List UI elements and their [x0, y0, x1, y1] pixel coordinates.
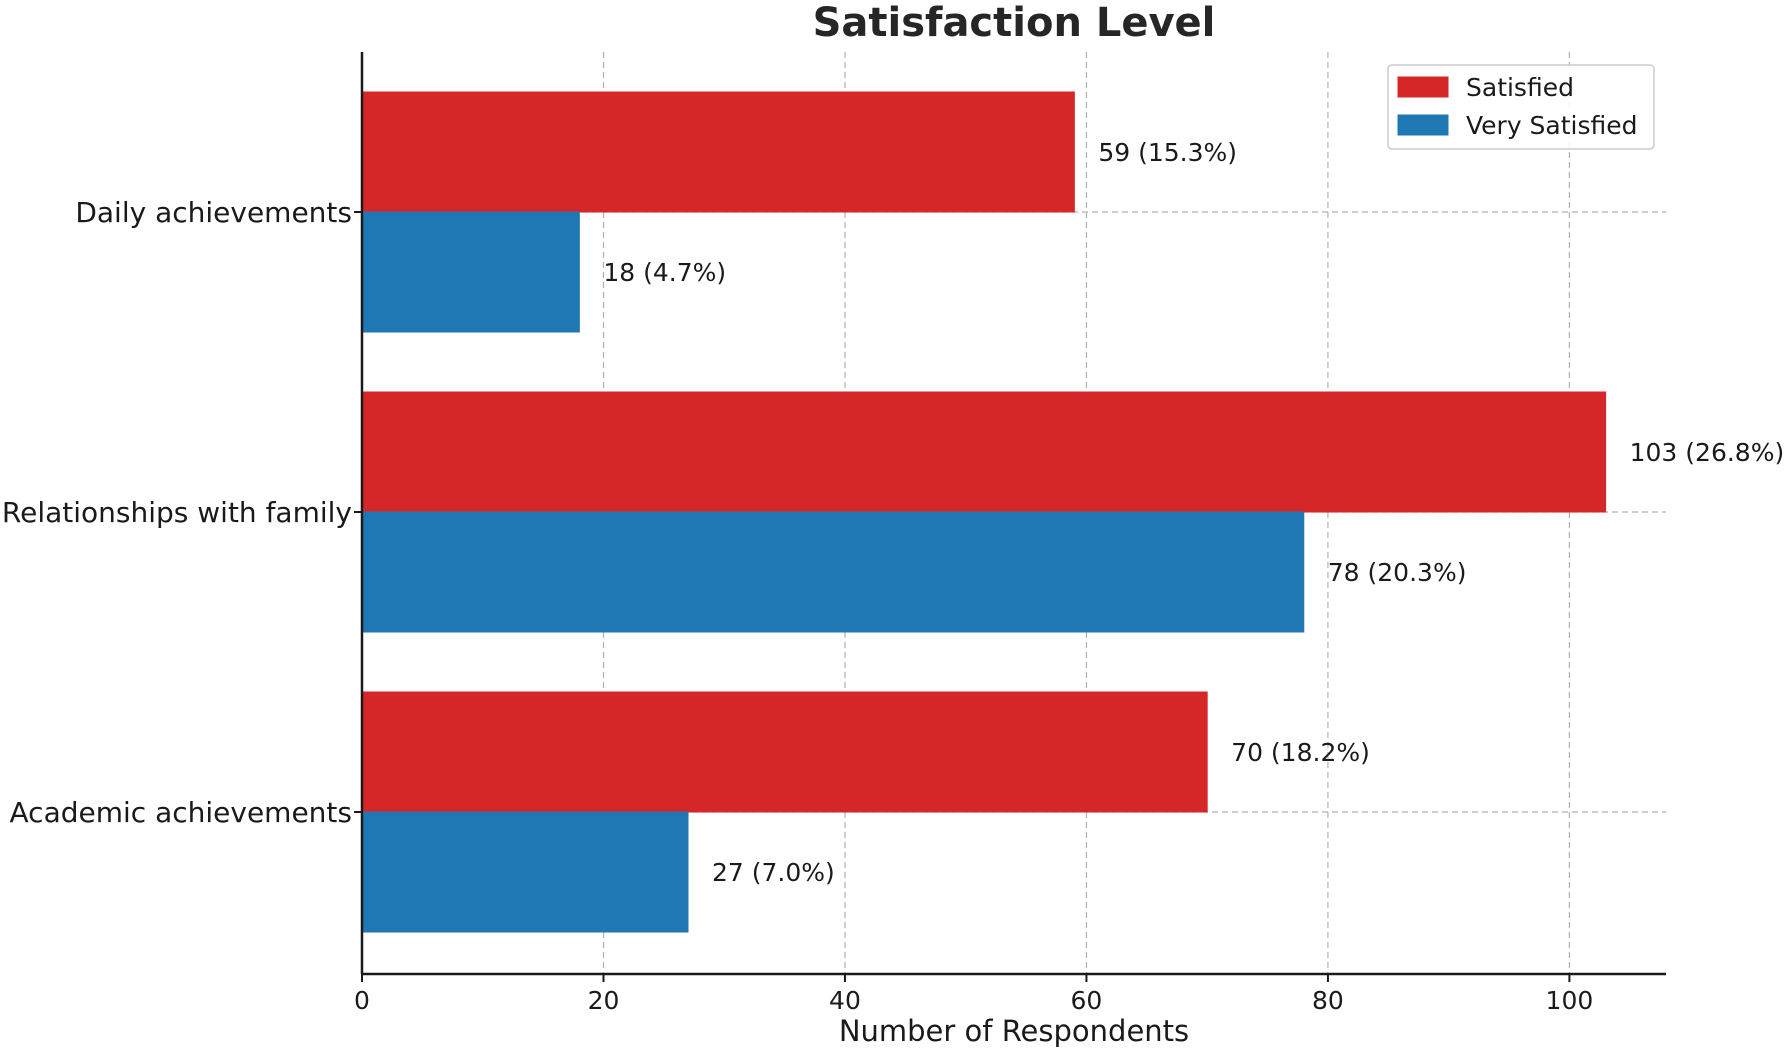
x-tick-label: 60	[1071, 986, 1103, 1015]
x-tick-label: 80	[1312, 986, 1344, 1015]
bar-value-label: 59 (15.3%)	[1098, 138, 1237, 167]
chart-title: Satisfaction Level	[813, 0, 1216, 46]
ticks-layer: 0 20 40 60 80 100	[354, 211, 1594, 1015]
category-label: Relationships with family	[2, 496, 352, 529]
bar-satisfied-1	[361, 391, 1607, 513]
bar-value-label: 103 (26.8%)	[1630, 438, 1784, 467]
legend-label: Very Satisfied	[1466, 111, 1638, 140]
bar-very-satisfied-1	[361, 511, 1305, 633]
bar-satisfied-0	[361, 91, 1075, 213]
x-tick-label: 100	[1546, 986, 1594, 1015]
legend-box	[1387, 64, 1655, 150]
category-label: Academic achievements	[10, 796, 352, 829]
x-tick-label: 20	[588, 986, 620, 1015]
x-tick-label: 0	[354, 986, 370, 1015]
legend-label: Satisfied	[1466, 73, 1574, 102]
bar-value-label: 70 (18.2%)	[1231, 738, 1370, 767]
bar-very-satisfied-2	[361, 811, 689, 933]
bar-very-satisfied-0	[361, 211, 580, 333]
bar-value-label: 78 (20.3%)	[1328, 558, 1467, 587]
bars-layer	[361, 91, 1607, 933]
category-label: Daily achievements	[75, 196, 352, 229]
legend-swatch-satisfied	[1397, 76, 1449, 98]
legend: Satisfied Very Satisfied	[1387, 64, 1655, 150]
category-labels-layer: Daily achievements Relationships with fam…	[2, 196, 352, 829]
value-labels-layer: 59 (15.3%) 18 (4.7%) 103 (26.8%) 78 (20.3%)…	[603, 138, 1784, 887]
x-axis-label: Number of Respondents	[839, 1014, 1189, 1048]
bar-value-label: 27 (7.0%)	[712, 858, 835, 887]
bar-satisfied-2	[361, 691, 1208, 813]
x-tick-label: 40	[829, 986, 861, 1015]
bar-value-label: 18 (4.7%)	[603, 258, 726, 287]
legend-swatch-very-satisfied	[1397, 114, 1449, 136]
